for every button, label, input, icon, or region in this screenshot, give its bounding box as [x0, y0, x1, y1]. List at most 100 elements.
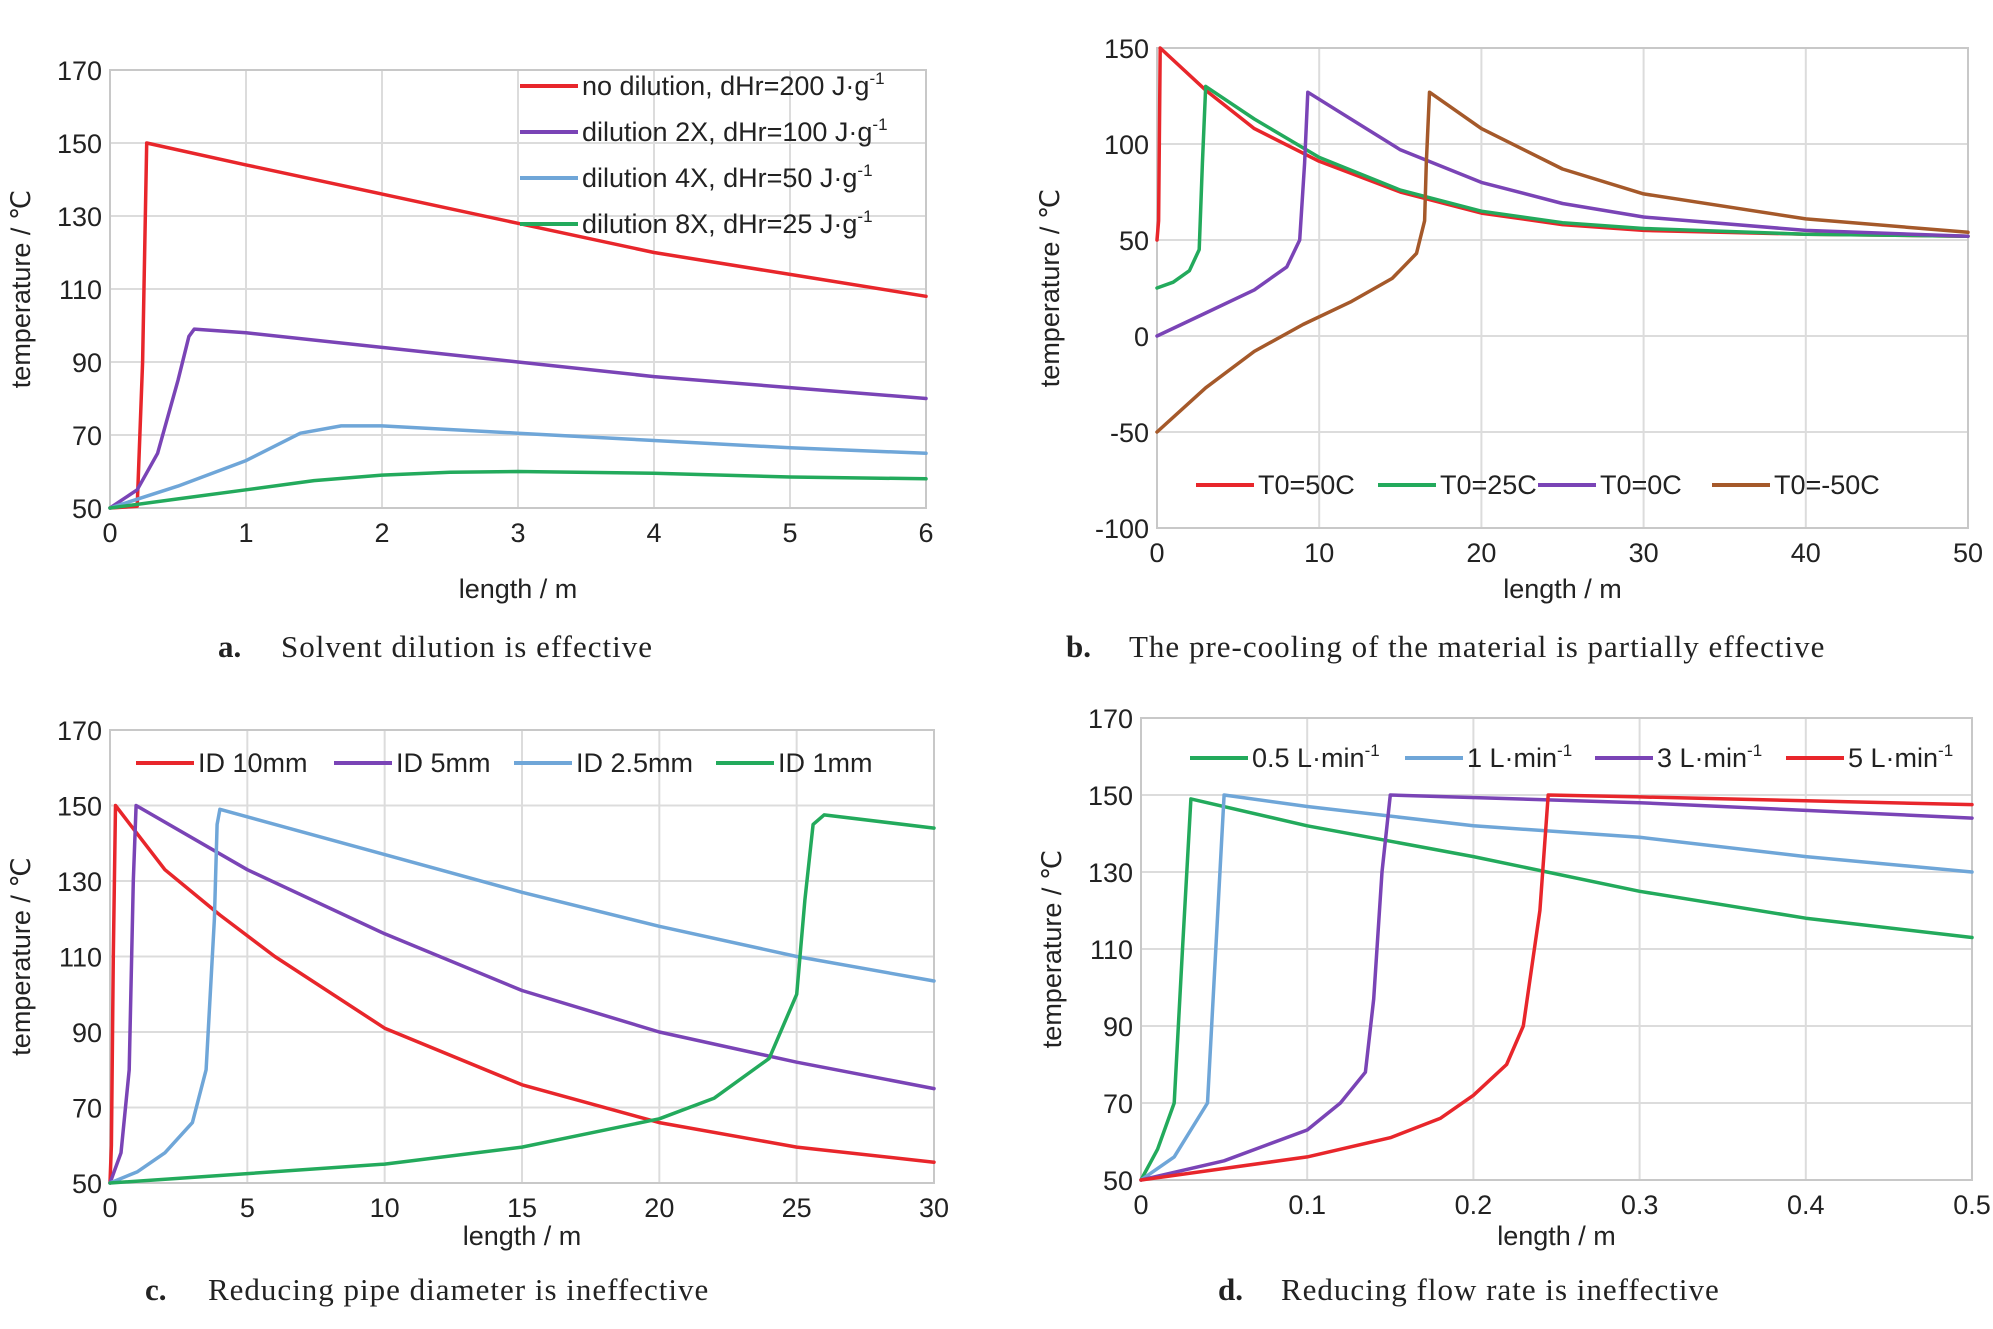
series-line-brown	[1155, 90, 1970, 434]
plot-frame	[109, 69, 927, 509]
y-tick-label: -50	[1110, 418, 1149, 448]
legend-label: T0=50C	[1258, 470, 1355, 500]
x-tick-label: 0	[1149, 538, 1164, 568]
y-tick-label: 150	[1104, 34, 1149, 64]
legend: ID 10mm ID 5mm ID 2.5mm ID 1mm	[136, 748, 873, 778]
series-line-green	[1139, 797, 1974, 1182]
y-tick-label: 110	[59, 275, 102, 305]
y-tick-label: 170	[1088, 704, 1133, 734]
x-tick-label: 50	[1953, 538, 1983, 568]
series-line-green	[108, 813, 936, 1185]
x-tick-label: 25	[782, 1193, 812, 1223]
chart-c: 50 70 90 110 130 150 170 0 5 10 15 20 25 30 length / m…	[6, 716, 949, 1307]
series-line-green	[1155, 84, 1970, 290]
chart-d: 50 70 90 110 130 150 170 0 0.1 0.2 0.3 0.4 0.5 length…	[1037, 704, 1991, 1307]
x-tick-label: 20	[1466, 538, 1496, 568]
x-tick-label: 20	[644, 1193, 674, 1223]
x-tick-label: 3	[510, 518, 525, 548]
x-tick-label: 4	[646, 518, 661, 548]
y-axis-label: temperature / ℃	[6, 190, 36, 388]
y-tick-label: 130	[57, 867, 102, 897]
x-axis-label: length / m	[1497, 1221, 1616, 1251]
y-tick-label: 100	[1104, 130, 1149, 160]
chart-a: 50 70 90 110 130 150 170 0 1 2 3 4 5 6 length / m tempe…	[6, 56, 934, 664]
x-tick-label: 30	[919, 1193, 949, 1223]
x-tick-label: 15	[507, 1193, 537, 1223]
y-tick-label: 50	[1119, 226, 1149, 256]
y-tick-label: 150	[57, 792, 102, 822]
x-tick-label: 30	[1629, 538, 1659, 568]
y-tick-label: 90	[72, 1018, 102, 1048]
x-tick-label: 0.1	[1288, 1190, 1326, 1220]
y-tick-label: 170	[57, 56, 102, 86]
y-tick-label: 150	[57, 129, 102, 159]
series-line-purple	[1139, 793, 1974, 1182]
y-tick-label: 130	[57, 202, 102, 232]
x-tick-label: 0	[1133, 1190, 1148, 1220]
x-axis-label: length / m	[1503, 574, 1622, 604]
legend-label: ID 5mm	[396, 748, 491, 778]
series-line-blue	[1139, 793, 1974, 1182]
caption-letter: a.	[218, 629, 241, 664]
legend-label: T0=0C	[1600, 470, 1682, 500]
series-line-purple	[108, 803, 936, 1185]
x-tick-label: 0	[102, 1193, 117, 1223]
y-tick-label: 70	[1103, 1089, 1133, 1119]
legend-label: 1 L·min-1	[1467, 741, 1572, 773]
caption-letter: d.	[1218, 1272, 1243, 1307]
legend-label: no dilution, dHr=200 J·g-1	[582, 69, 885, 101]
x-tick-label: 40	[1791, 538, 1821, 568]
series-line-purple	[108, 327, 928, 510]
x-tick-label: 0.3	[1621, 1190, 1659, 1220]
y-tick-label: 0	[1134, 322, 1149, 352]
legend-label: dilution 8X, dHr=25 J·g-1	[582, 207, 873, 239]
chart-b: -100 -50 0 50 100 150 0 10 20 30 40 50 length / m tem…	[1035, 34, 1983, 664]
x-tick-label: 0.4	[1787, 1190, 1825, 1220]
series-line-blue	[108, 807, 936, 1185]
x-tick-label: 6	[918, 518, 933, 548]
x-tick-label: 0.2	[1455, 1190, 1493, 1220]
caption-letter: b.	[1066, 629, 1091, 664]
y-axis-label: temperature / ℃	[1035, 189, 1065, 387]
series-line-red	[1139, 793, 1974, 1182]
legend-label: dilution 4X, dHr=50 J·g-1	[582, 161, 873, 193]
legend-label: T0=-50C	[1774, 470, 1880, 500]
plot-frame	[1156, 47, 1969, 529]
x-tick-label: 5	[240, 1193, 255, 1223]
legend: no dilution, dHr=200 J·g-1 dilution 2X, d…	[520, 69, 888, 239]
x-tick-label: 0	[102, 518, 117, 548]
caption-text: The pre-cooling of the material is parti…	[1129, 629, 1825, 664]
series-line-red	[108, 803, 936, 1185]
legend-label: T0=25C	[1440, 470, 1537, 500]
plot-frame	[109, 729, 935, 1184]
y-tick-label: 50	[72, 494, 102, 524]
y-tick-label: 70	[72, 421, 102, 451]
legend-label: ID 2.5mm	[576, 748, 693, 778]
y-tick-label: 110	[59, 943, 102, 973]
y-tick-label: 90	[1103, 1012, 1133, 1042]
y-axis-label: temperature / ℃	[1037, 850, 1067, 1048]
caption-text: Reducing flow rate is ineffective	[1281, 1272, 1720, 1307]
y-tick-label: 150	[1088, 781, 1133, 811]
x-axis-label: length / m	[459, 574, 578, 604]
x-tick-label: 0.5	[1953, 1190, 1991, 1220]
y-tick-label: 70	[72, 1094, 102, 1124]
y-tick-label: 90	[72, 348, 102, 378]
legend-label: ID 10mm	[198, 748, 308, 778]
legend-label: 5 L·min-1	[1848, 741, 1953, 773]
y-tick-label: 50	[72, 1169, 102, 1199]
series-line-blue	[108, 424, 928, 510]
legend-label: 0.5 L·min-1	[1252, 741, 1380, 773]
legend: 0.5 L·min-1 1 L·min-1 3 L·min-1 5 L·min-1	[1190, 741, 1953, 773]
series-line-green	[108, 469, 928, 510]
y-axis-label: temperature / ℃	[6, 857, 36, 1055]
caption-letter: c.	[145, 1272, 167, 1307]
x-tick-label: 10	[370, 1193, 400, 1223]
series-line-purple	[1155, 90, 1970, 338]
caption-text: Reducing pipe diameter is ineffective	[208, 1272, 709, 1307]
legend-label: 3 L·min-1	[1657, 741, 1762, 773]
x-tick-label: 10	[1304, 538, 1334, 568]
legend: T0=50C T0=25C T0=0C T0=-50C	[1196, 470, 1880, 500]
series-line-red	[108, 141, 928, 510]
